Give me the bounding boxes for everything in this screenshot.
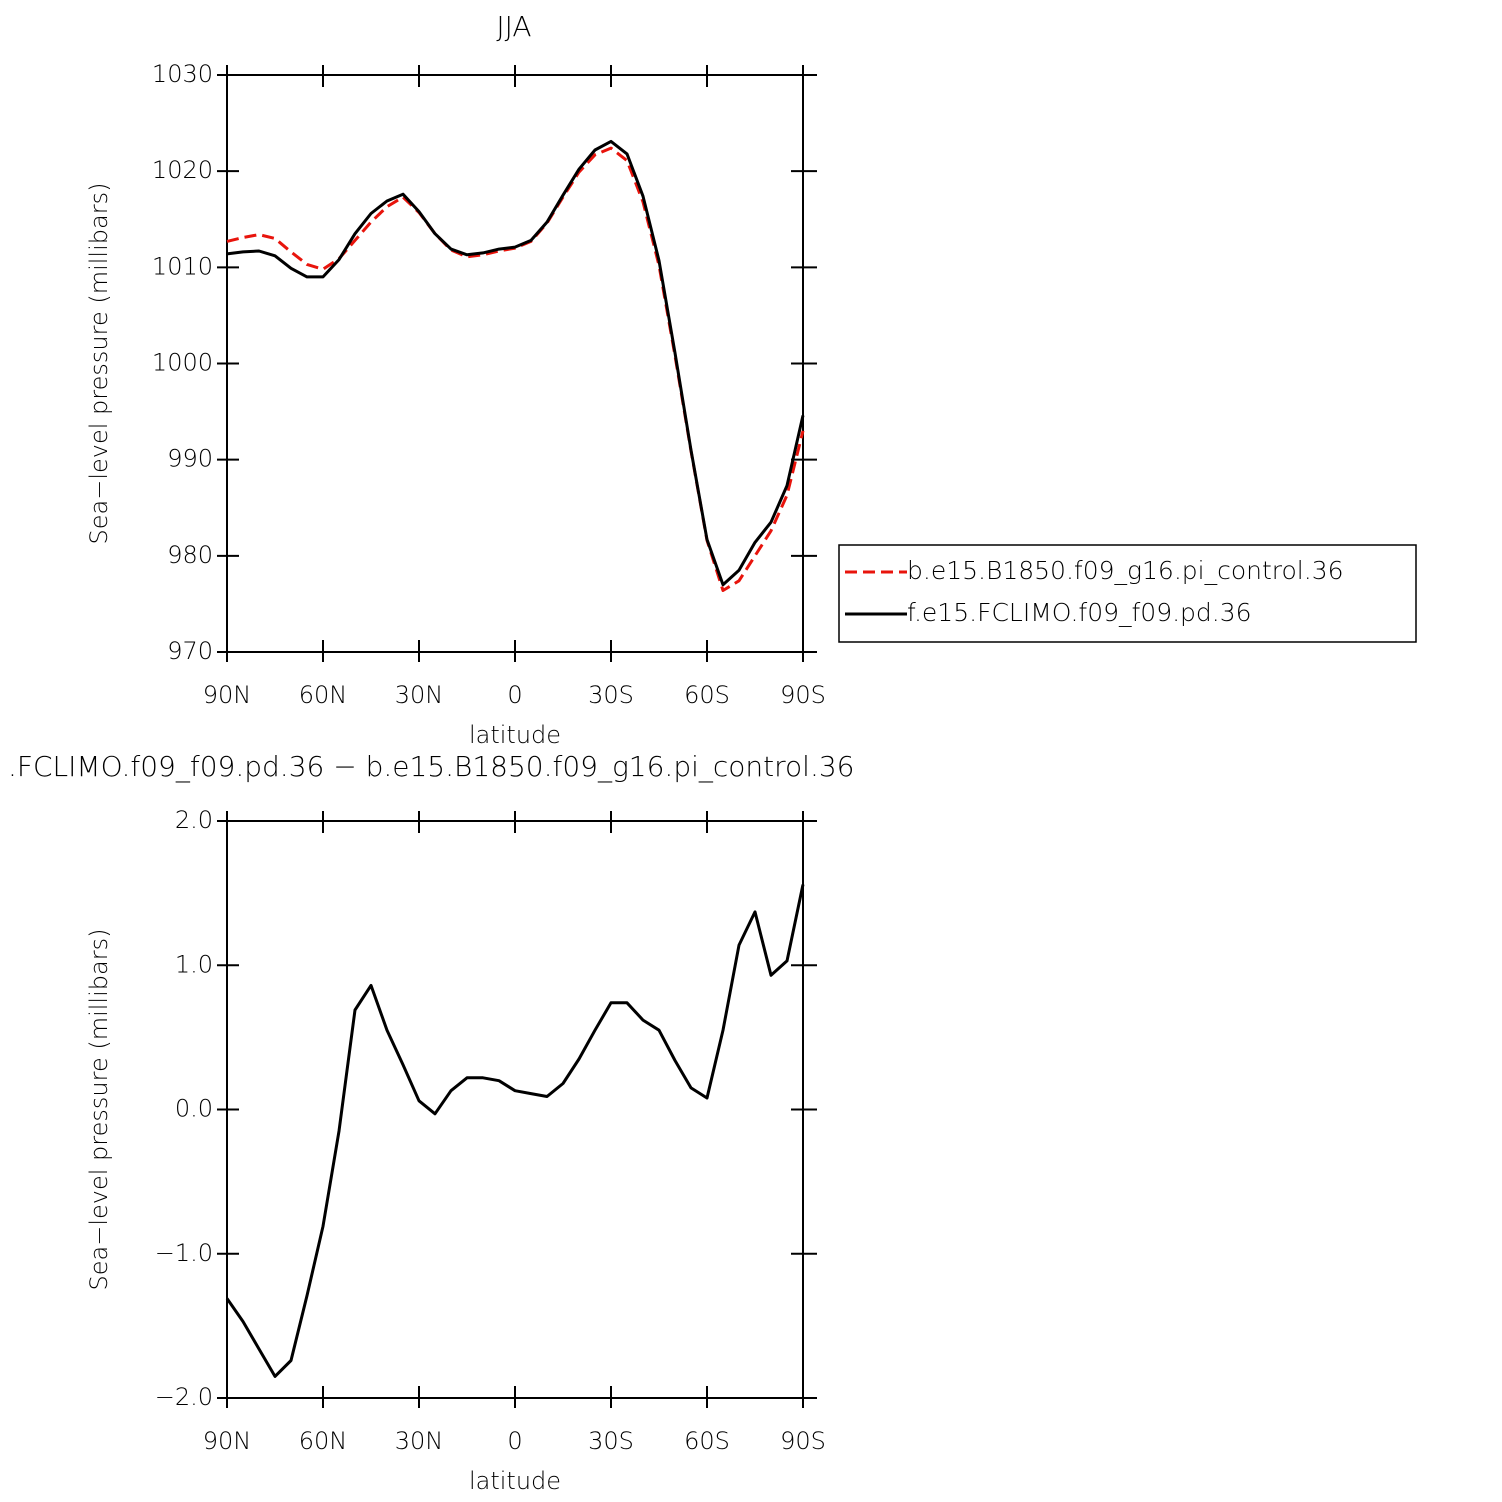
- legend-label: b.e15.B1850.f09_g16.pi_control.36: [907, 556, 1344, 585]
- x-axis-label: latitude: [469, 1467, 561, 1495]
- x-tick-label: 60N: [299, 681, 348, 709]
- x-tick-label: 90N: [203, 1427, 252, 1455]
- y-tick-label: 0.0: [175, 1095, 213, 1123]
- x-axis-label: latitude: [469, 721, 561, 749]
- data-line: [225, 884, 805, 1378]
- y-tick-label: 980: [167, 541, 213, 569]
- y-tick-label: −2.0: [155, 1383, 213, 1411]
- y-tick-label: 2.0: [175, 806, 213, 834]
- data-line: [226, 139, 805, 587]
- legend-label: f.e15.FCLIMO.f09_f09.pd.36: [907, 598, 1252, 627]
- y-tick-label: 1000: [152, 349, 213, 377]
- y-tick-label: 1.0: [175, 950, 213, 978]
- y-tick-label: 990: [167, 445, 213, 473]
- legend-box: [838, 544, 1417, 643]
- chart-title: .FCLIMO.f09_f09.pd.36 − b.e15.B1850.f09_…: [8, 750, 854, 784]
- x-tick-label: 90S: [780, 681, 826, 709]
- y-axis-label: Sea−level pressure (millibars): [85, 183, 113, 545]
- x-tick-label: 30N: [395, 1427, 444, 1455]
- x-tick-label: 0: [507, 681, 522, 709]
- chart-title: JJA: [496, 10, 531, 43]
- y-tick-label: 970: [167, 637, 213, 665]
- x-tick-label: 0: [507, 1427, 522, 1455]
- x-tick-label: 60S: [684, 1427, 730, 1455]
- data-line: [226, 146, 805, 592]
- x-tick-label: 90S: [780, 1427, 826, 1455]
- y-tick-label: 1010: [152, 252, 213, 280]
- y-tick-label: −1.0: [155, 1239, 213, 1267]
- x-tick-label: 90N: [203, 681, 252, 709]
- x-tick-label: 60N: [299, 1427, 348, 1455]
- x-tick-label: 60S: [684, 681, 730, 709]
- y-tick-label: 1020: [152, 156, 213, 184]
- x-tick-label: 30S: [588, 1427, 634, 1455]
- x-tick-label: 30N: [395, 681, 444, 709]
- x-tick-label: 30S: [588, 681, 634, 709]
- y-tick-label: 1030: [152, 60, 213, 88]
- y-axis-label: Sea−level pressure (millibars): [85, 929, 113, 1291]
- plot-frame: [226, 74, 804, 653]
- plot-frame: [226, 820, 804, 1399]
